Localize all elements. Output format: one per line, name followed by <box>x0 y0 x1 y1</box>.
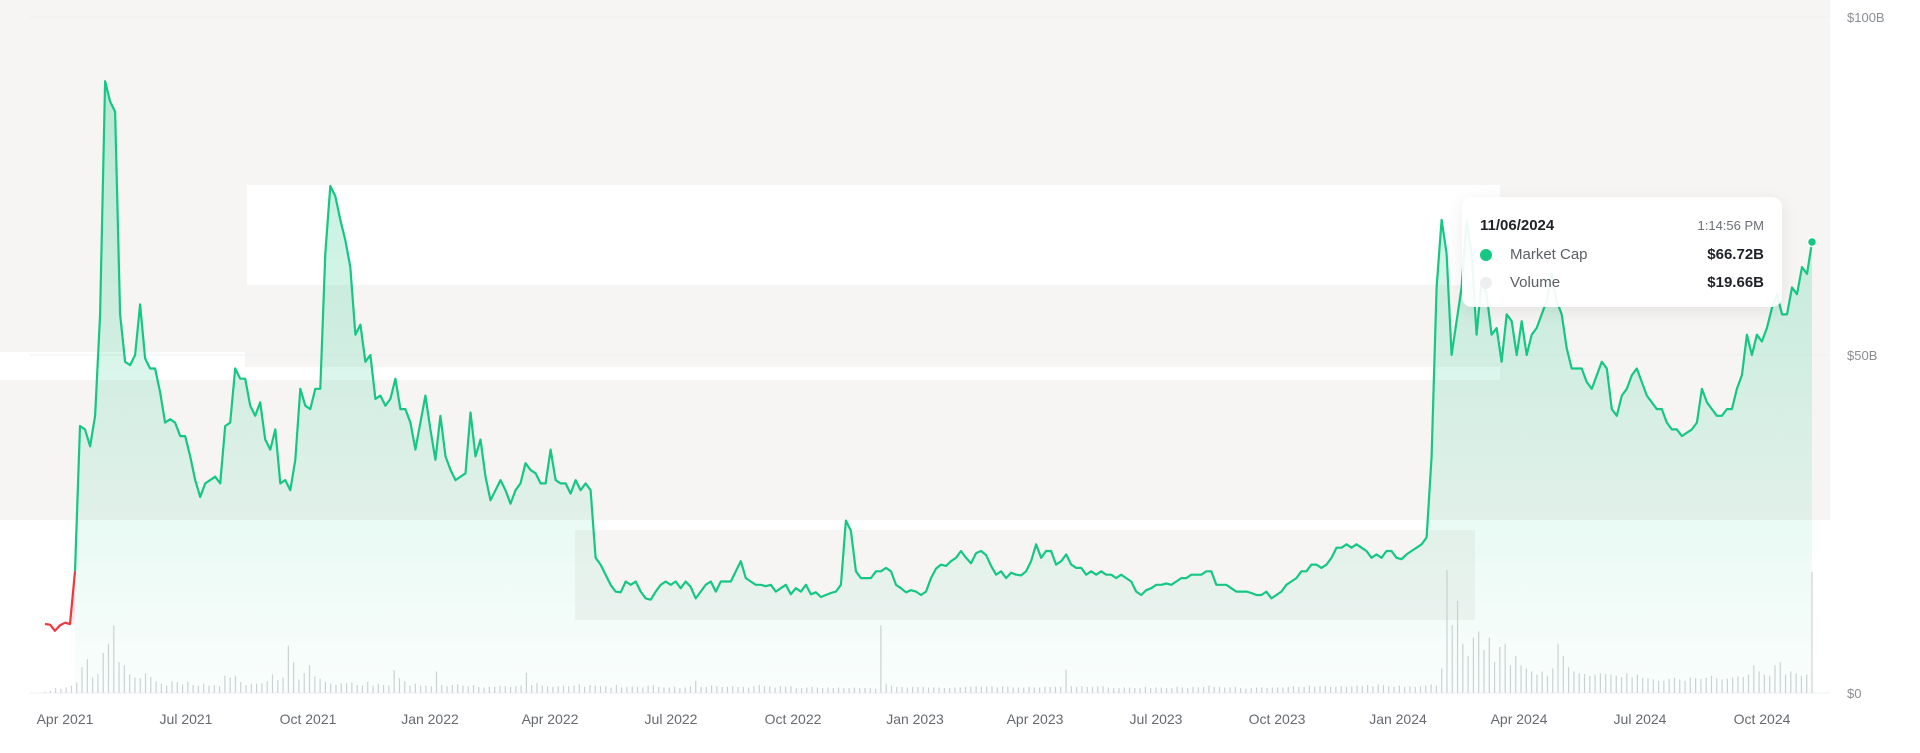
tooltip-date: 11/06/2024 <box>1480 217 1555 234</box>
volume-bar <box>60 688 62 693</box>
x-tick-label: Oct 2022 <box>765 711 822 727</box>
hover-point <box>1806 236 1818 248</box>
y-tick-label: $0 <box>1847 686 1861 701</box>
y-tick-label: $50B <box>1847 348 1877 363</box>
background-band <box>0 185 247 352</box>
market-cap-series-line <box>73 80 1814 601</box>
x-tick-label: Apr 2024 <box>1491 711 1548 727</box>
tooltip-row-volume: Volume $19.66B <box>1480 273 1764 293</box>
tooltip-value: $19.66B <box>1707 274 1764 291</box>
x-tick-label: Jan 2024 <box>1369 711 1427 727</box>
market-cap-area <box>45 81 1812 693</box>
tooltip-time: 1:14:56 PM <box>1697 218 1765 233</box>
market-cap-line <box>44 80 1818 632</box>
x-tick-label: Jul 2024 <box>1614 711 1667 727</box>
volume-bar <box>44 691 46 693</box>
x-tick-label: Apr 2023 <box>1007 711 1064 727</box>
green-dot-icon <box>1480 249 1492 261</box>
tooltip-row-market-cap: Market Cap $66.72B <box>1480 245 1764 265</box>
x-tick-label: Oct 2023 <box>1249 711 1306 727</box>
background-band <box>0 0 1830 185</box>
x-tick-label: Oct 2021 <box>280 711 337 727</box>
hover-tooltip: 11/06/2024 1:14:56 PM Market Cap $66.72B… <box>1462 197 1782 307</box>
y-tick-label: $100B <box>1847 10 1885 25</box>
x-tick-label: Apr 2022 <box>522 711 579 727</box>
tooltip-label: Volume <box>1510 274 1561 291</box>
market-cap-fill <box>75 81 1812 693</box>
tooltip-value: $66.72B <box>1707 246 1764 263</box>
x-tick-label: Jul 2022 <box>645 711 698 727</box>
x-tick-label: Jul 2023 <box>1130 711 1183 727</box>
x-tick-label: Jul 2021 <box>160 711 213 727</box>
tooltip-label: Market Cap <box>1510 246 1588 263</box>
x-tick-label: Oct 2024 <box>1734 711 1791 727</box>
tooltip-header: 11/06/2024 1:14:56 PM <box>1480 217 1764 235</box>
background-band <box>245 285 1500 367</box>
x-axis: Apr 2021 Jul 2021 Oct 2021 Jan 2022 Apr 2022… <box>37 711 1791 727</box>
below-start-series-line <box>44 571 77 632</box>
x-tick-label: Apr 2021 <box>37 711 94 727</box>
grey-dot-icon <box>1480 277 1492 289</box>
x-tick-label: Jan 2023 <box>886 711 944 727</box>
volume-bar <box>65 687 67 693</box>
y-axis: $100B $50B $0 <box>1847 10 1885 701</box>
volume-bar <box>49 690 51 693</box>
volume-bar <box>54 688 57 693</box>
volume-bar <box>70 685 73 693</box>
x-tick-label: Jan 2022 <box>401 711 459 727</box>
